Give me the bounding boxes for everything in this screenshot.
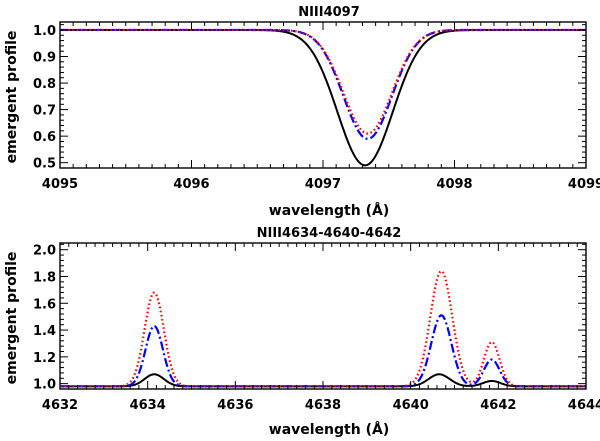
- y-tick-label: 1.2: [33, 351, 56, 366]
- y-tick-label: 1.8: [33, 270, 56, 285]
- plot-area: [59, 21, 587, 169]
- x-tick-label: 4099: [568, 177, 600, 192]
- x-tick-label: 4098: [436, 177, 472, 192]
- series-dashed-line: [60, 28, 586, 140]
- x-tick-label: 4644: [568, 398, 600, 413]
- series-dotted-line: [60, 28, 586, 135]
- y-tick-label: 0.6: [33, 130, 56, 145]
- x-tick-label: 4638: [305, 398, 341, 413]
- x-axis-label: wavelength (Å): [269, 202, 389, 219]
- y-axis-label: emergent profile: [4, 31, 20, 164]
- x-tick-label: 4097: [305, 177, 341, 192]
- series-dotted-line: [60, 270, 586, 388]
- x-tick-label: 4095: [42, 177, 78, 192]
- chart-title: NIII4634-4640-4642: [257, 226, 402, 241]
- plot-frame: [59, 242, 587, 390]
- x-tick-label: 4640: [393, 398, 429, 413]
- y-tick-label: 2.0: [33, 244, 56, 259]
- plot-area: [59, 242, 587, 390]
- x-tick-label: 4096: [173, 177, 209, 192]
- series-solid-line: [60, 28, 586, 167]
- x-tick-label: 4642: [480, 398, 516, 413]
- y-tick-label: 0.7: [33, 104, 56, 119]
- y-tick-label: 1.6: [33, 297, 56, 312]
- y-tick-label: 1.0: [33, 378, 56, 393]
- y-tick-label: 0.8: [33, 77, 56, 92]
- y-tick-label: 1.4: [33, 324, 56, 339]
- x-tick-label: 4634: [130, 398, 166, 413]
- chart-title: NIII4097: [298, 5, 360, 20]
- y-tick-label: 1.0: [33, 24, 56, 39]
- y-tick-label: 0.9: [33, 51, 56, 66]
- series-curves: [60, 28, 586, 167]
- series-curves: [60, 270, 586, 388]
- axis-ticks: 4632 4634 4636 4638 4640 4642 4644 1.0 1.2 1.4 1.6…: [33, 243, 600, 413]
- x-axis-label: wavelength (Å): [269, 421, 389, 438]
- plot-frame: [59, 21, 587, 169]
- y-axis-label: emergent profile: [4, 252, 20, 385]
- series-dashed-line: [60, 314, 586, 388]
- panel-niii4634-4640-4642: NIII4634-4640-4642 emergent profile wave…: [4, 226, 600, 438]
- y-tick-label: 0.5: [33, 157, 56, 172]
- x-tick-label: 4632: [42, 398, 78, 413]
- panel-niii4097: NIII4097 emergent profile wavelength (Å)…: [4, 5, 600, 219]
- axis-ticks: 4095 4096 4097 4098 4099 0.5 0.6 0.7 0.8 0.9 1.0: [33, 22, 600, 192]
- x-tick-label: 4636: [217, 398, 253, 413]
